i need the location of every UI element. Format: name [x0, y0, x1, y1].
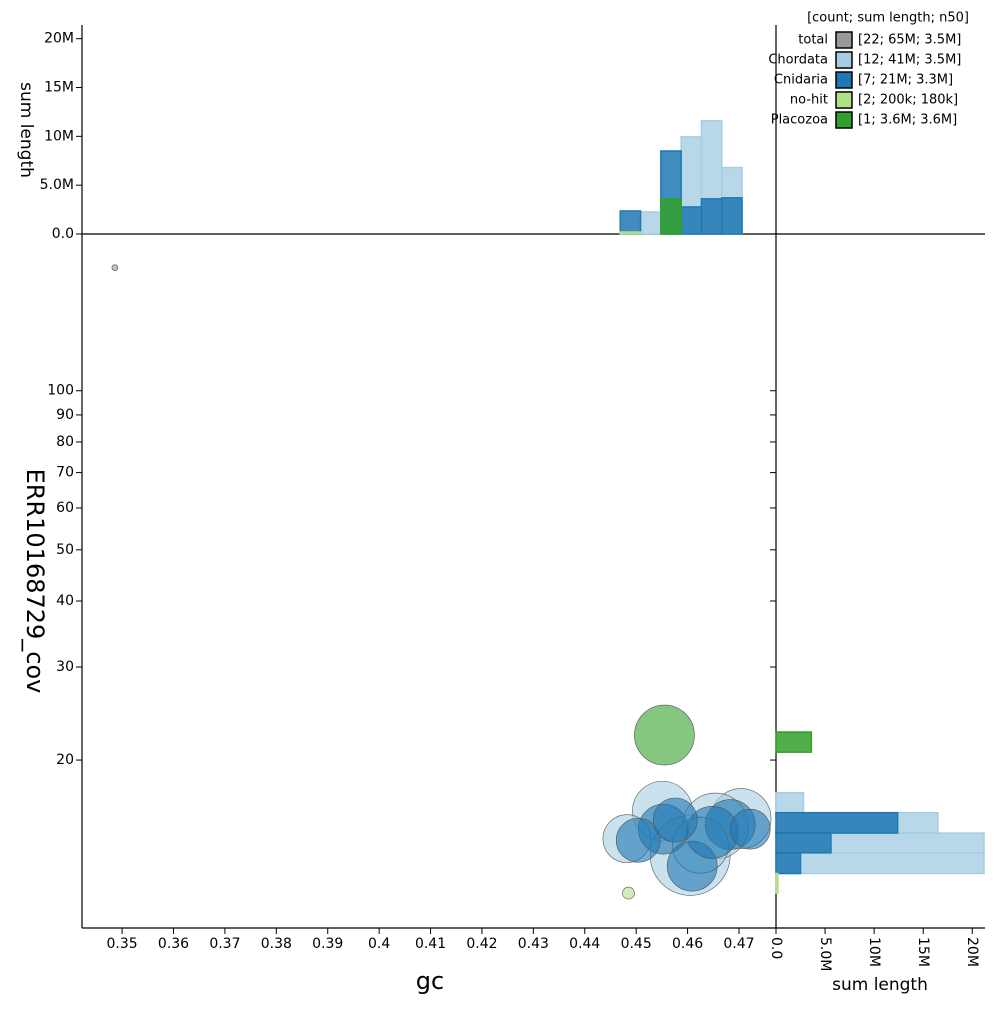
legend-name: total	[798, 33, 828, 48]
x-tick-label: 0.37	[209, 936, 240, 952]
top-y-tick-label: 20M	[44, 31, 74, 47]
right-hist-bar	[775, 872, 779, 894]
x-tick-label: 0.38	[261, 936, 292, 952]
right-x-tick-label: 20M	[964, 937, 980, 967]
legend-label: [2; 200k; 180k]	[858, 93, 958, 108]
legend-swatch	[835, 71, 853, 89]
bubble	[111, 264, 119, 271]
right-hist-bar	[775, 791, 805, 814]
right-hist-bar	[775, 832, 832, 854]
top-y-tick-label: 10M	[44, 128, 74, 144]
y-tick-label: 40	[56, 593, 74, 609]
bubble	[615, 817, 661, 863]
y-tick-label: 100	[47, 383, 74, 399]
y-axis-label: ERR10168729_cov	[21, 469, 49, 694]
right-x-tick-label: 10M	[866, 937, 882, 967]
legend-name: Cnidaria	[774, 73, 828, 88]
y-tick-label: 60	[56, 500, 74, 516]
x-tick-label: 0.35	[107, 936, 138, 952]
x-tick-label: 0.36	[158, 936, 189, 952]
legend-header: [count; sum length; n50]	[807, 11, 969, 26]
top-hist-bar	[721, 197, 743, 235]
right-x-tick-label: 0.0	[768, 937, 784, 959]
legend-name: no-hit	[790, 93, 828, 108]
y-tick-label: 80	[56, 434, 74, 450]
y-tick-label: 30	[56, 659, 74, 675]
top-hist-label: sum length	[16, 82, 36, 178]
x-tick-label: 0.42	[466, 936, 497, 952]
top-hist-bar	[639, 211, 662, 235]
x-tick-label: 0.45	[621, 936, 652, 952]
right-hist-bar	[775, 811, 899, 834]
legend-swatch	[835, 91, 853, 109]
legend-label: [1; 3.6M; 3.6M]	[858, 113, 957, 128]
x-tick-label: 0.4	[368, 936, 390, 952]
x-tick-label: 0.47	[723, 936, 754, 952]
legend-swatch	[835, 51, 853, 69]
top-hist-bar	[700, 198, 723, 235]
y-tick-label: 50	[56, 542, 74, 558]
right-hist-bar	[775, 731, 813, 753]
legend-name: Chordata	[768, 53, 828, 68]
y-tick-label: 70	[56, 465, 74, 481]
bubble	[622, 886, 635, 900]
right-hist-bar	[775, 852, 802, 875]
x-tick-label: 0.43	[518, 936, 549, 952]
top-hist-bar	[619, 231, 642, 235]
right-hist-bar	[775, 852, 985, 875]
top-y-tick-label: 5.0M	[40, 177, 74, 193]
legend-label: [12; 41M; 3.5M]	[858, 53, 961, 68]
top-hist-bar	[680, 206, 703, 235]
bubble	[652, 797, 698, 843]
legend-swatch	[835, 31, 853, 49]
top-hist-bar	[660, 198, 682, 235]
legend-label: [22; 65M; 3.5M]	[858, 33, 961, 48]
legend-swatch	[835, 111, 853, 129]
legend-name: Placozoa	[771, 113, 828, 128]
y-tick-label: 20	[56, 752, 74, 768]
y-tick-label: 90	[56, 407, 74, 423]
x-axis-label: gc	[416, 967, 444, 995]
top-y-tick-label: 0.0	[52, 226, 74, 242]
x-tick-label: 0.44	[569, 936, 600, 952]
x-tick-label: 0.41	[415, 936, 446, 952]
bubble	[729, 808, 771, 850]
x-tick-label: 0.46	[672, 936, 703, 952]
right-x-tick-label: 5.0M	[817, 937, 833, 971]
right-x-tick-label: 15M	[915, 937, 931, 967]
x-tick-label: 0.39	[312, 936, 343, 952]
right-hist-label: sum length	[832, 975, 928, 995]
bubble	[634, 704, 695, 766]
legend-label: [7; 21M; 3.3M]	[858, 73, 953, 88]
top-y-tick-label: 15M	[44, 80, 74, 96]
top-hist-bar	[619, 210, 642, 235]
